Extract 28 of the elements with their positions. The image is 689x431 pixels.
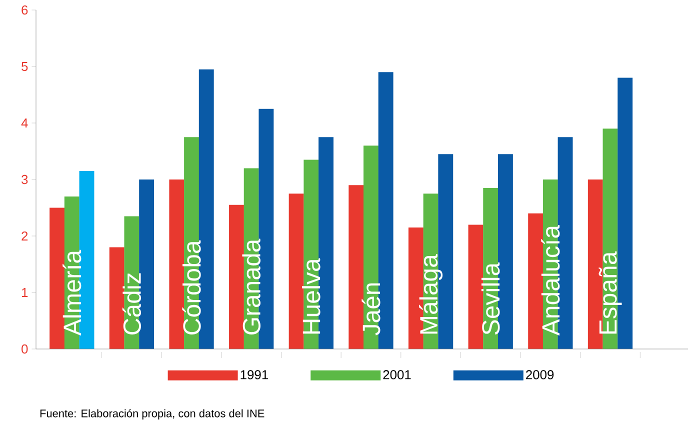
series-label: 1991: [240, 370, 268, 380]
x-tick-label: Jaén: [362, 283, 380, 336]
x-tick-label: Málaga: [419, 254, 443, 334]
y-tick-label: 5: [22, 62, 28, 72]
y-tick-label: 0: [22, 344, 28, 354]
bar: [229, 204, 244, 349]
bar: [139, 180, 154, 349]
x-tick-label: Sevilla: [481, 262, 500, 335]
y-tick-label: 1: [22, 288, 28, 297]
y-tick-label: 4: [21, 118, 28, 128]
x-tick-label: Córdoba: [182, 240, 201, 334]
x-tick-label: Granada: [242, 238, 260, 334]
x-tick-label: España: [598, 251, 622, 334]
bar: [468, 224, 484, 349]
bar: [318, 137, 334, 349]
bar: [364, 146, 378, 349]
y-tick-label: 2: [22, 231, 28, 241]
series-label: 2001: [383, 370, 411, 380]
y-tick-label: 6: [22, 5, 28, 15]
x-tick-label: Almería: [62, 250, 82, 336]
bar: [288, 194, 304, 349]
bar: [258, 108, 274, 349]
x-tick-label: Andalucía: [541, 224, 560, 336]
y-tick-label: 3: [22, 174, 28, 184]
source-note: Fuente: Elaboración propia, con datos del INE: [40, 409, 264, 420]
x-tick-label: Huelva: [302, 258, 320, 334]
series-label: 2009: [526, 370, 554, 380]
x-tick-label: Cádiz: [122, 273, 142, 334]
